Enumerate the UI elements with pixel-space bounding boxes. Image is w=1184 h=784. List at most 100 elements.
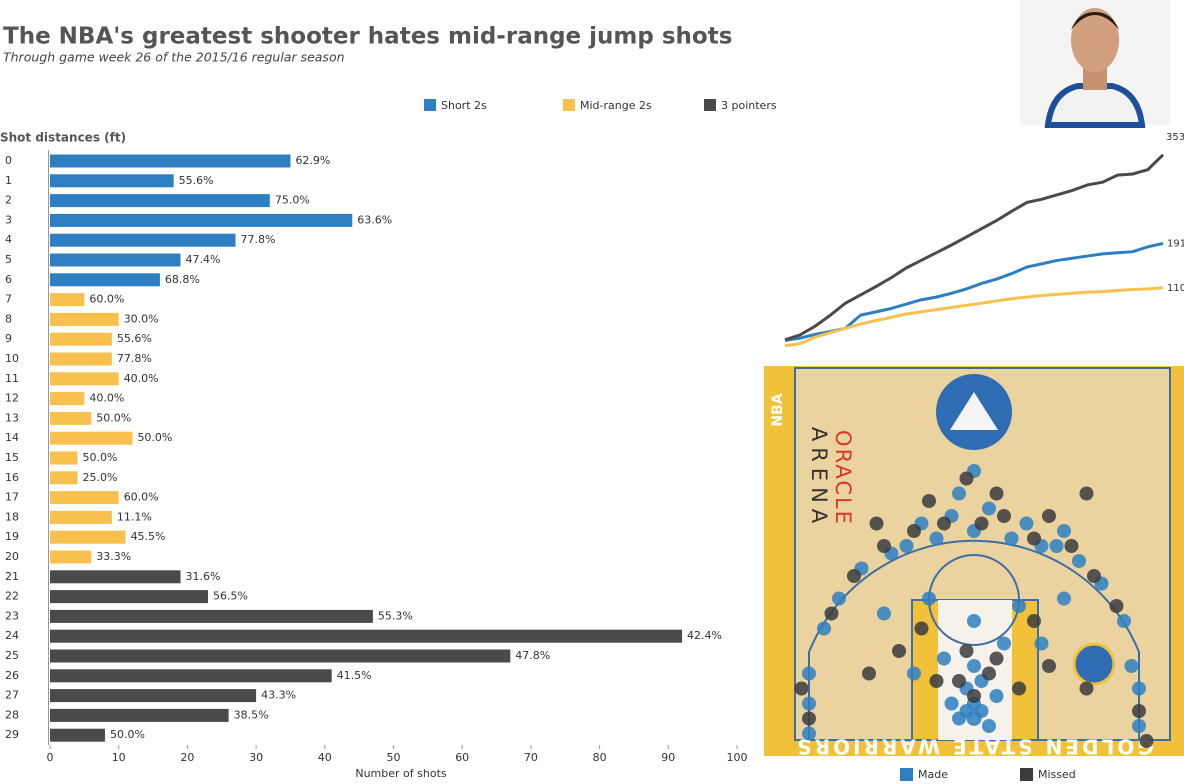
shot-dot [952, 711, 966, 726]
y-tick-label: 5 [5, 253, 12, 266]
y-tick-label: 22 [5, 590, 19, 603]
value-label: 60.0% [124, 491, 159, 504]
shot-dot [1019, 516, 1034, 531]
value-label: 25.0% [82, 471, 117, 484]
shot-dot [1027, 531, 1041, 546]
shot-dot [1117, 614, 1131, 628]
shot-dot [989, 486, 1004, 501]
bar [50, 253, 181, 267]
bar [50, 213, 353, 227]
shot-dot [1139, 734, 1154, 748]
shot-dot [1012, 599, 1026, 613]
y-tick-label: 0 [5, 154, 12, 167]
value-label: 50.0% [110, 728, 145, 741]
line [784, 153, 1165, 342]
shot-dot [922, 591, 936, 606]
y-tick-label: 21 [5, 570, 19, 583]
value-label: 45.5% [131, 530, 166, 543]
value-label: 55.3% [378, 609, 413, 622]
shot-dot [802, 696, 816, 711]
bar [50, 708, 229, 722]
shot-dot [832, 591, 846, 606]
shot-dot [952, 674, 966, 688]
player-photo [1020, 0, 1170, 128]
value-label: 41.5% [337, 669, 372, 682]
y-tick-label: 12 [5, 392, 19, 405]
shot-dot [974, 516, 989, 531]
shot-dot [1057, 524, 1071, 538]
shot-dot [1012, 681, 1026, 696]
value-label: 50.0% [137, 431, 172, 444]
x-axis-title: Number of shots [355, 767, 447, 780]
y-tick-label: 24 [5, 629, 19, 642]
shot-dot [862, 666, 876, 681]
court-arena: ORACLE [831, 430, 855, 526]
shot-dot [802, 711, 816, 726]
y-tick-label: 19 [5, 530, 19, 543]
y-tick-label: 4 [5, 233, 12, 246]
y-tick-label: 27 [5, 689, 19, 702]
shot-dot [1049, 539, 1064, 553]
value-label: 30.0% [124, 312, 159, 325]
bar [50, 411, 92, 425]
y-tick-label: 28 [5, 708, 19, 721]
shot-dot [1072, 554, 1086, 568]
end-label: 110 [1167, 283, 1184, 294]
bar [50, 590, 209, 604]
value-label: 33.3% [96, 550, 131, 563]
y-tick-label: 20 [5, 550, 19, 563]
shot-dot [824, 606, 839, 621]
shot-dot [967, 689, 981, 703]
legend-swatch [900, 768, 913, 781]
shot-dot [802, 726, 816, 741]
value-label: 68.8% [165, 273, 200, 286]
line [784, 286, 1164, 348]
y-tick-label: 17 [5, 491, 19, 504]
shot-dot [997, 636, 1011, 651]
x-tick-label: 0 [47, 751, 54, 764]
shot-dot [1042, 659, 1056, 673]
shot-dot [794, 681, 809, 696]
end-label: 353 [1166, 132, 1184, 143]
y-tick-label: 7 [5, 293, 12, 306]
shot-dot [1004, 531, 1019, 546]
shot-dot [944, 696, 959, 711]
y-tick-label: 26 [5, 669, 19, 682]
shot-dot [1079, 486, 1094, 501]
x-tick-label: 10 [112, 751, 126, 764]
bar [50, 649, 511, 663]
value-label: 63.6% [357, 213, 392, 226]
y-tick-label: 2 [5, 194, 12, 207]
x-tick-label: 90 [661, 751, 675, 764]
shot-dot [967, 614, 981, 628]
shot-dot [1079, 681, 1094, 696]
bar [50, 669, 332, 683]
value-label: 38.5% [234, 708, 269, 721]
shot-dot [847, 569, 861, 583]
x-tick-label: 60 [455, 751, 469, 764]
shot-dot [907, 666, 921, 681]
shot-dot [937, 651, 951, 666]
shot-dot [952, 486, 966, 501]
bar [50, 293, 85, 307]
x-tick-label: 20 [180, 751, 194, 764]
bar [50, 609, 373, 623]
y-tick-label: 3 [5, 213, 12, 226]
value-label: 43.3% [261, 689, 296, 702]
y-tick-label: 1 [5, 174, 12, 187]
legend-swatch [1020, 768, 1033, 781]
legend-label: Missed [1038, 768, 1076, 781]
court-team: GOLDEN STATE WARRIORS [794, 735, 1154, 759]
y-axis-title: Shot distances (ft) [0, 131, 126, 145]
shot-dot [959, 644, 974, 658]
value-label: 40.0% [124, 372, 159, 385]
bar [50, 510, 112, 524]
legend-label: Short 2s [441, 99, 487, 112]
shot-dot [989, 689, 1004, 703]
y-tick-label: 18 [5, 510, 19, 523]
shot-dot [937, 516, 951, 531]
bar [50, 471, 78, 485]
value-label: 60.0% [89, 293, 124, 306]
bar [50, 689, 257, 703]
